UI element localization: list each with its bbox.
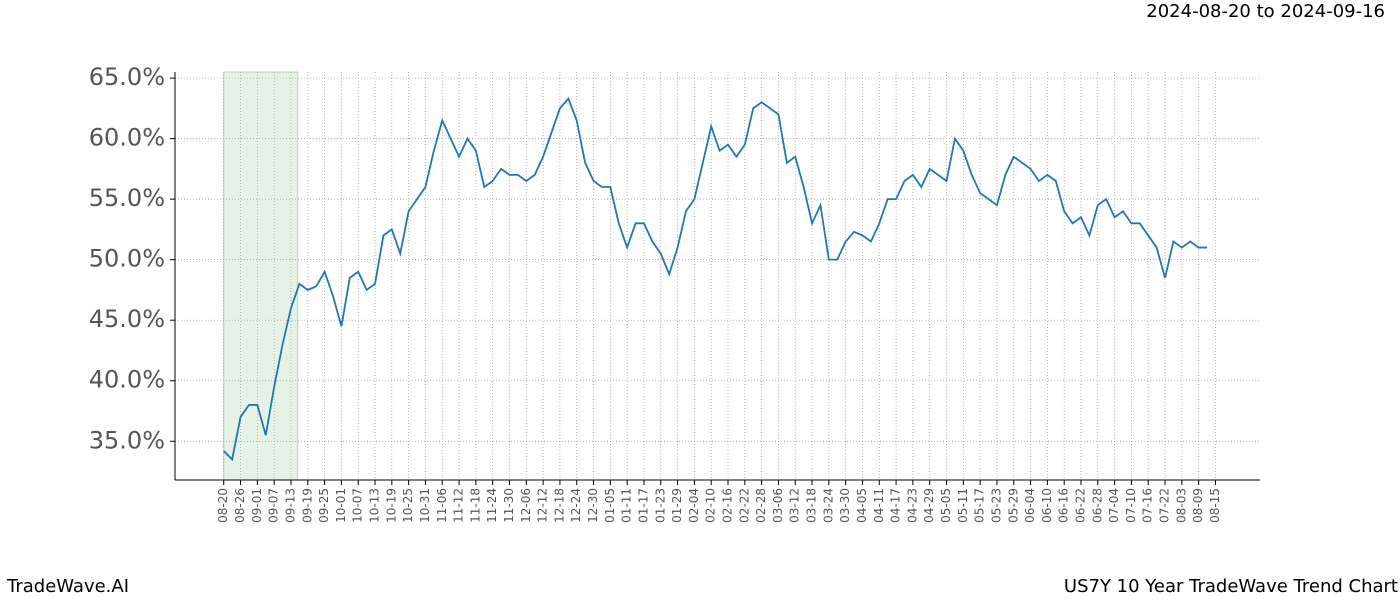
x-tick-label: 10-19 (384, 488, 398, 523)
x-tick-label: 05-05 (939, 488, 953, 523)
y-tick-label: 65.0% (89, 63, 165, 91)
x-tick-label: 08-26 (233, 488, 247, 523)
x-tick-label: 03-24 (821, 488, 835, 523)
y-tick-label: 50.0% (89, 245, 165, 273)
x-tick-label: 01-05 (603, 488, 617, 523)
x-tick-label: 02-04 (687, 488, 701, 523)
x-tick-label: 09-07 (267, 488, 281, 523)
x-tick-label: 09-13 (283, 488, 297, 523)
x-tick-label: 02-16 (721, 488, 735, 523)
x-tick-label: 11-12 (452, 488, 466, 523)
x-tick-label: 11-30 (502, 488, 516, 523)
x-tick-label: 10-31 (418, 488, 432, 523)
x-tick-label: 11-06 (435, 488, 449, 523)
data-line (223, 96, 1208, 462)
x-tick-label: 09-19 (300, 488, 314, 523)
x-tick-label: 06-22 (1073, 488, 1087, 523)
x-tick-label: 05-29 (1006, 488, 1020, 523)
x-tick-label: 04-17 (889, 488, 903, 523)
x-tick-label: 08-20 (216, 488, 230, 523)
y-tick-label: 45.0% (89, 305, 165, 333)
x-tick-label: 04-11 (872, 488, 886, 523)
x-tick-label: 06-16 (1057, 488, 1071, 523)
x-tick-label: 11-18 (468, 488, 482, 523)
x-tick-label: 03-30 (838, 488, 852, 523)
x-tick-label: 01-23 (653, 488, 667, 523)
x-tick-label: 03-06 (771, 488, 785, 523)
x-tick-label: 12-12 (536, 488, 550, 523)
x-tick-label: 10-13 (368, 488, 382, 523)
x-tick-label: 07-16 (1141, 488, 1155, 523)
x-tick-label: 12-24 (569, 488, 583, 523)
y-tick-label: 55.0% (89, 184, 165, 212)
x-tick-label: 02-28 (754, 488, 768, 523)
x-tick-label: 06-04 (1023, 488, 1037, 523)
x-tick-label: 07-10 (1124, 488, 1138, 523)
y-tick-label: 40.0% (89, 366, 165, 394)
x-tick-label: 04-23 (905, 488, 919, 523)
chart-title: 2024-08-20 to 2024-09-16 (1146, 1, 1385, 22)
x-tick-label: 10-07 (351, 488, 365, 523)
x-tick-label: 12-30 (586, 488, 600, 523)
x-tick-label: 09-25 (317, 488, 331, 523)
y-tick-label: 35.0% (89, 426, 165, 454)
highlight-band (223, 71, 299, 481)
x-tick-label: 04-29 (922, 488, 936, 523)
x-tick-label: 02-22 (737, 488, 751, 523)
x-tick-label: 12-06 (519, 488, 533, 523)
x-tick-label: 06-10 (1040, 488, 1054, 523)
x-tick-label: 03-12 (788, 488, 802, 523)
x-tick-label: 05-23 (989, 488, 1003, 523)
x-tick-label: 07-22 (1158, 488, 1172, 523)
x-tick-label: 11-24 (485, 488, 499, 523)
x-tick-label: 10-01 (334, 488, 348, 523)
x-tick-label: 01-11 (620, 488, 634, 523)
x-tick-label: 08-03 (1174, 488, 1188, 523)
x-tick-label: 10-25 (401, 488, 415, 523)
x-tick-label: 01-29 (670, 488, 684, 523)
x-tick-label: 06-28 (1090, 488, 1104, 523)
x-tick-label: 01-17 (636, 488, 650, 523)
footer-right: US7Y 10 Year TradeWave Trend Chart (1064, 576, 1398, 597)
footer-left: TradeWave.AI (6, 576, 129, 597)
x-tick-label: 03-18 (805, 488, 819, 523)
x-tick-label: 07-04 (1107, 488, 1121, 523)
x-tick-label: 08-15 (1208, 488, 1222, 523)
x-tick-label: 04-05 (855, 488, 869, 523)
x-tick-label: 05-11 (956, 488, 970, 523)
x-tick-label: 09-01 (250, 488, 264, 523)
x-tick-label: 05-17 (973, 488, 987, 523)
y-tick-label: 60.0% (89, 124, 165, 152)
x-tick-label: 08-09 (1191, 488, 1205, 523)
x-tick-label: 12-18 (552, 488, 566, 523)
x-tick-label: 02-10 (704, 488, 718, 523)
